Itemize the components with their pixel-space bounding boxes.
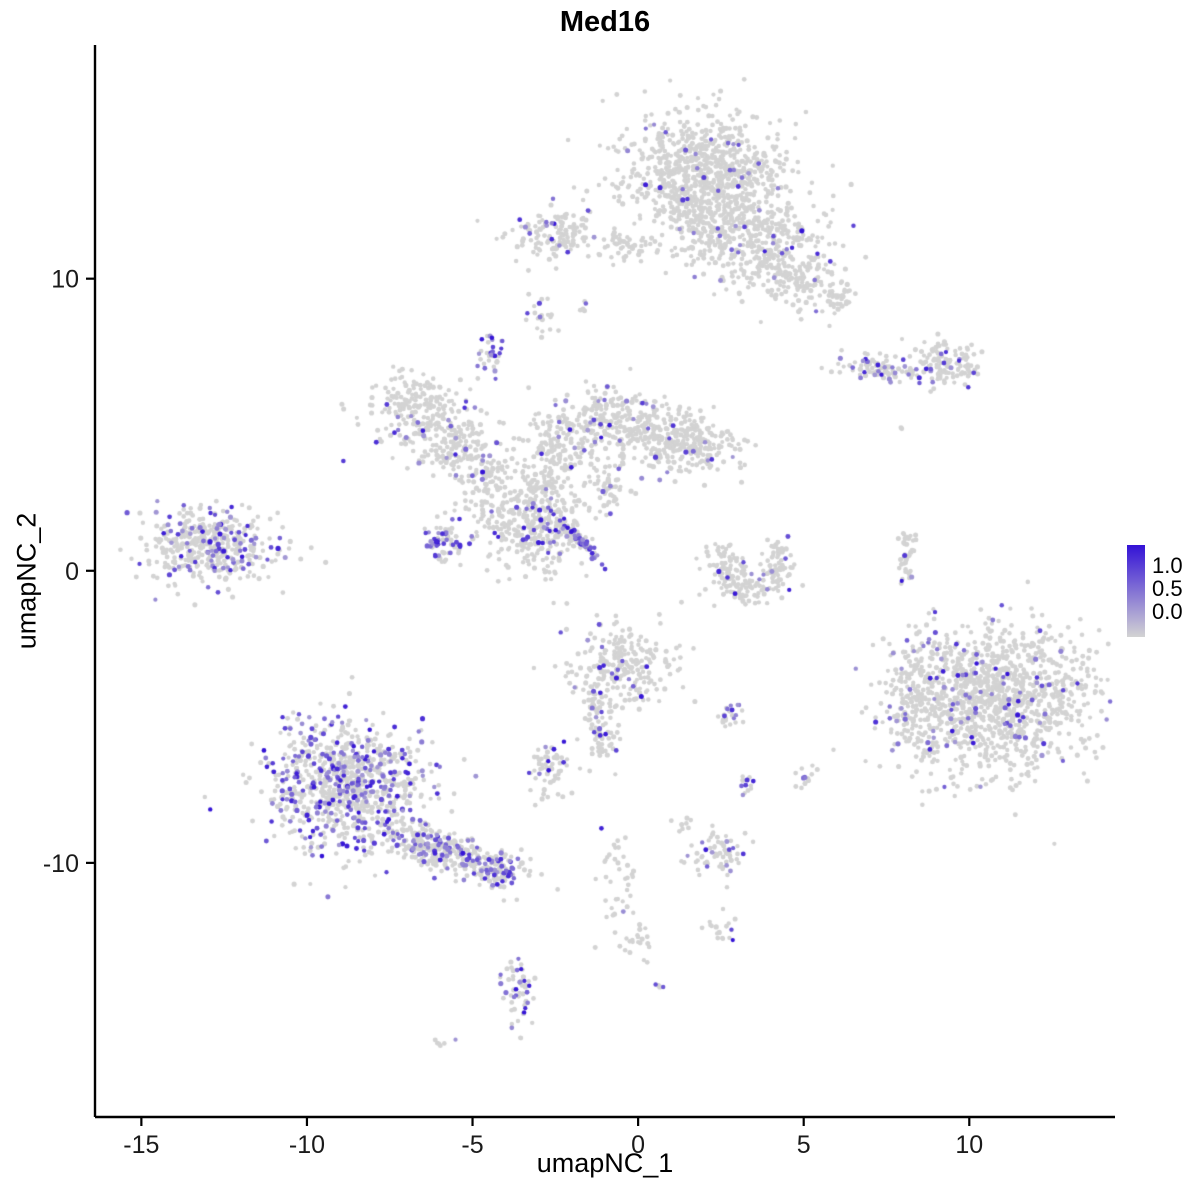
x-tick-label: -10	[289, 1131, 325, 1159]
plot-title: Med16	[559, 6, 651, 38]
expression-legend: 1.0 0.5 0.0	[1122, 540, 1200, 650]
x-tick-label: 0	[631, 1131, 645, 1159]
y-tick-label: 10	[51, 266, 79, 294]
y-tick-label: 0	[65, 558, 79, 586]
x-tick-label: -5	[461, 1131, 483, 1159]
legend-tick-label: 1.0	[1152, 553, 1183, 579]
legend-tick-label: 0.5	[1152, 576, 1183, 602]
legend-tick-label: 0.0	[1152, 599, 1183, 625]
y-tick-label: -10	[43, 850, 79, 878]
legend-gradient-bar	[1127, 545, 1145, 637]
y-axis-label: umapNC_2	[11, 512, 42, 650]
x-tick-label: -15	[123, 1131, 159, 1159]
x-tick-label: 5	[797, 1131, 811, 1159]
x-tick-label: 10	[955, 1131, 983, 1159]
x-axis-label: umapNC_1	[536, 1148, 674, 1178]
